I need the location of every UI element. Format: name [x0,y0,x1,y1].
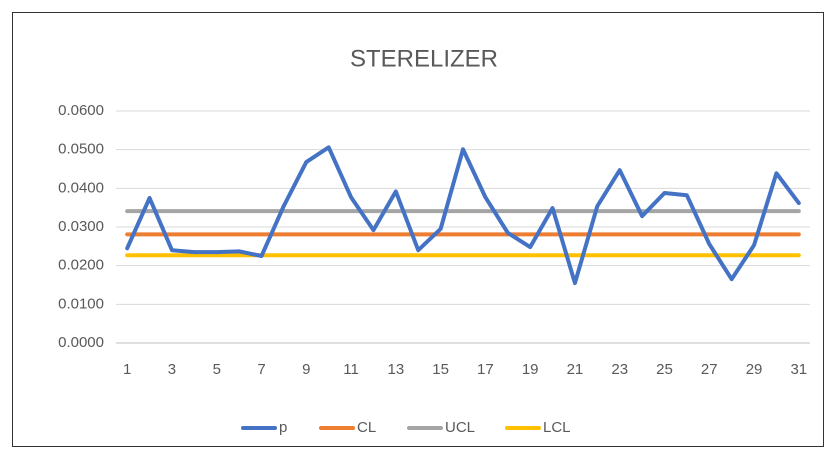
x-tick-label: 11 [343,361,359,378]
x-tick-label: 7 [257,361,265,378]
chart-title: STERELIZER [350,45,498,72]
y-tick-label: 0.0200 [58,257,104,274]
x-tick-label: 15 [432,361,449,378]
x-tick-label: 29 [746,361,763,378]
x-tick-label: 9 [302,361,310,378]
legend-label: p [279,419,287,436]
x-tick-label: 17 [477,361,494,378]
x-tick-label: 31 [790,361,807,378]
y-tick-label: 0.0500 [58,141,104,158]
legend-label: LCL [543,419,571,436]
series-line [125,145,801,286]
y-tick-label: 0.0300 [58,218,104,235]
y-tick-label: 0.0600 [58,102,104,119]
x-tick-label: 23 [611,361,628,378]
x-tick-label: 3 [168,361,176,378]
y-tick-label: 0.0400 [58,179,104,196]
chart-border [12,12,824,447]
x-tick-label: 21 [567,361,584,378]
x-tick-label: 1 [123,361,131,378]
legend-label: CL [357,419,376,436]
x-tick-label: 19 [522,361,539,378]
legend-label: UCL [445,419,475,436]
y-tick-label: 0.0000 [58,334,104,351]
y-tick-label: 0.0100 [58,295,104,312]
x-tick-label: 5 [213,361,221,378]
x-tick-label: 27 [701,361,718,378]
x-tick-label: 13 [387,361,404,378]
x-tick-label: 25 [656,361,673,378]
